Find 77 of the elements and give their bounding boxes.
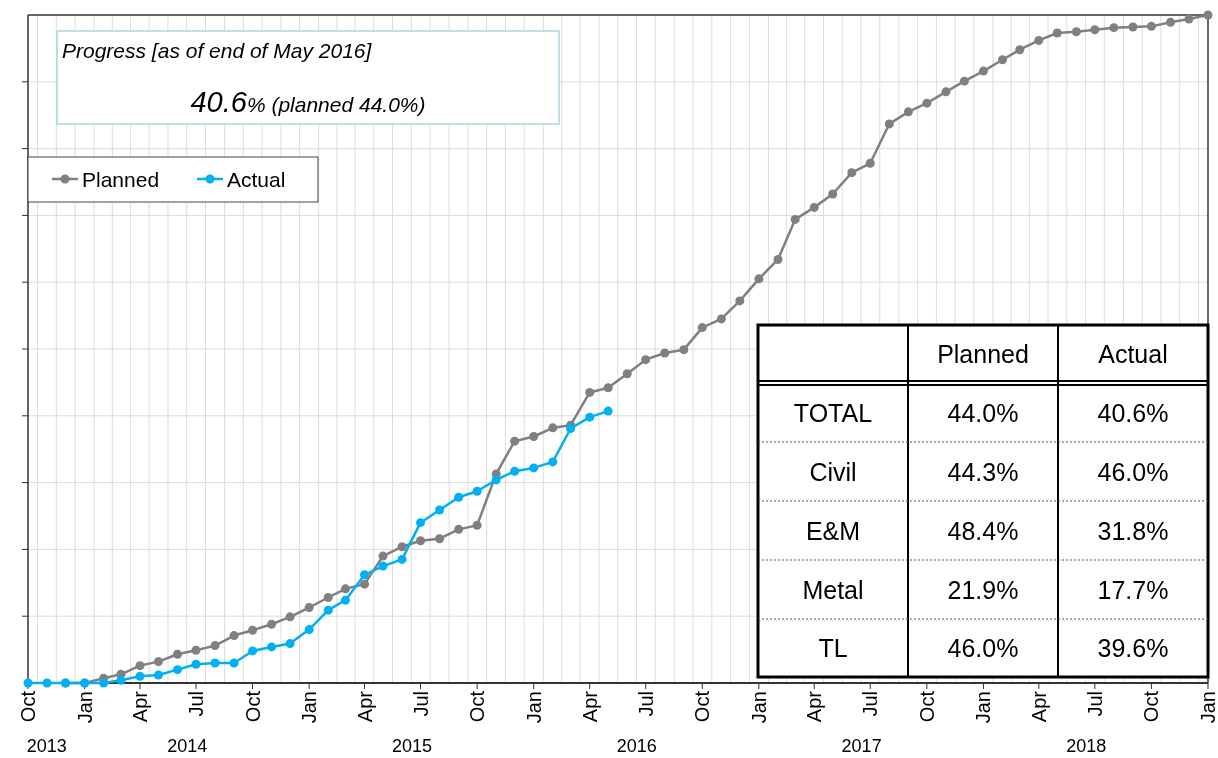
x-tick-label: Jan	[73, 691, 96, 724]
x-tick-label: Jul	[409, 691, 432, 717]
point	[173, 665, 182, 675]
annotation: 46.0%	[947, 634, 1019, 662]
text: 2017	[841, 736, 882, 756]
x-tick-label: Apr	[578, 690, 601, 723]
x-tick-label: Jul	[1083, 691, 1106, 717]
annotation: Actual	[1098, 340, 1168, 368]
point	[472, 486, 482, 496]
x-tick-label: Oct	[466, 690, 489, 723]
point	[99, 678, 109, 688]
point	[585, 412, 595, 422]
point	[510, 466, 520, 476]
point	[529, 463, 539, 473]
point	[435, 505, 445, 515]
x-tick-label: Oct	[691, 690, 714, 723]
point	[248, 646, 258, 656]
x-tick-label: Jul	[184, 691, 207, 717]
point	[548, 457, 558, 467]
point	[191, 659, 201, 669]
x-tick-label: Jul	[859, 691, 882, 717]
annotation: 39.6%	[1097, 634, 1169, 662]
annotation: Civil	[809, 457, 857, 486]
legend-label: Actual	[227, 167, 286, 191]
point	[42, 678, 52, 688]
annotation: Planned	[937, 340, 1029, 368]
annotation: 48.4%	[947, 516, 1019, 545]
point	[135, 671, 145, 681]
annotation: 40.6% (planned 44.0%)	[190, 86, 426, 118]
annotation: 40.6%	[1097, 398, 1169, 427]
text: 2015	[391, 736, 432, 756]
point	[116, 675, 126, 685]
text: 2014	[167, 736, 208, 756]
legend-label: Planned	[82, 167, 160, 191]
point	[285, 639, 295, 649]
x-tick-label: Oct	[915, 690, 938, 723]
point	[360, 570, 370, 580]
x-tick-label: Apr	[353, 690, 376, 723]
point	[454, 492, 464, 502]
point	[397, 554, 407, 564]
point	[340, 595, 350, 605]
text: 2018	[1066, 736, 1107, 756]
point	[304, 625, 314, 635]
annotation: 31.8%	[1097, 516, 1169, 545]
text: 2016	[616, 736, 657, 756]
annotation: 17.7%	[1097, 575, 1169, 604]
x-tick-label: Oct	[1140, 690, 1163, 723]
point	[323, 605, 333, 615]
point	[416, 518, 426, 528]
annotation: 21.9%	[947, 575, 1019, 604]
annotation: 46.0%	[1097, 457, 1169, 486]
x-tick-label: Apr	[803, 690, 826, 723]
point	[229, 658, 239, 668]
annotation: TL	[818, 634, 848, 662]
x-tick-label: Jan	[972, 691, 995, 724]
text: 2013	[26, 736, 67, 756]
x-tick-label: Jan	[522, 691, 545, 724]
annotation: Metal	[802, 575, 864, 604]
point	[153, 670, 163, 680]
x-tick-label: Apr	[1027, 690, 1050, 723]
annotation: E&M	[805, 516, 861, 545]
x-tick-label: Jan	[1197, 691, 1218, 724]
point	[267, 642, 277, 652]
x-tick-label: Apr	[128, 690, 151, 723]
x-tick-label: Jan	[298, 691, 321, 724]
annotation: 44.3%	[947, 457, 1019, 486]
x-tick-label: Jan	[747, 691, 770, 724]
point	[378, 561, 388, 571]
x-tick-label: Oct	[17, 690, 39, 723]
annotation: 44.0%	[947, 398, 1019, 427]
point	[491, 475, 501, 485]
point	[603, 406, 613, 416]
x-tick-label: Jul	[634, 691, 657, 717]
annotation: Progress [as of end of May 2016]	[62, 39, 373, 62]
annotation: TOTAL	[793, 398, 873, 427]
x-tick-label: Oct	[241, 690, 264, 723]
point	[210, 658, 220, 668]
